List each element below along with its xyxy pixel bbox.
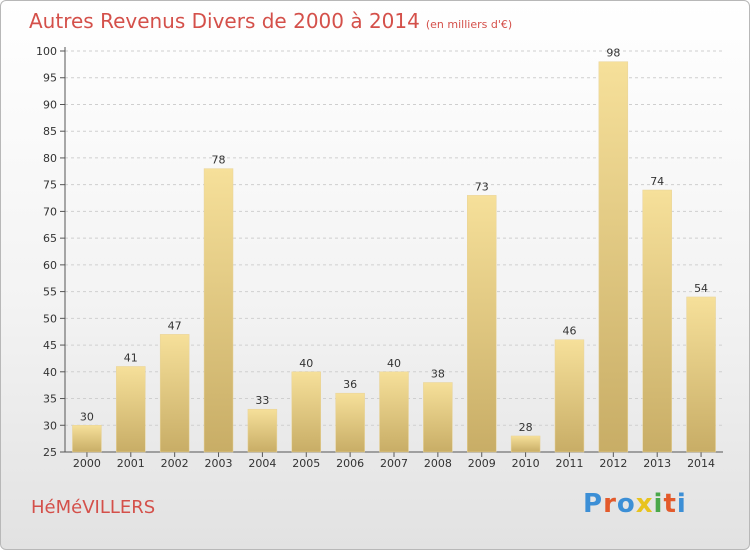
- y-tick-label: 95: [43, 72, 57, 85]
- x-tick-label: 2005: [292, 457, 320, 470]
- bar: [159, 334, 190, 453]
- data-label: 98: [606, 47, 620, 60]
- title-text: Autres Revenus Divers de 2000 à 2014: [29, 9, 420, 33]
- x-tick-label: 2011: [555, 457, 583, 470]
- y-tick-label: 55: [43, 286, 57, 299]
- bar: [335, 392, 365, 453]
- data-label: 78: [212, 154, 226, 167]
- data-label: 47: [168, 319, 182, 332]
- brand-logo: Proxiti: [583, 489, 687, 519]
- bar: [203, 168, 234, 453]
- data-label: 46: [562, 325, 576, 338]
- x-tick-label: 2014: [687, 457, 715, 470]
- chart-subtitle: (en milliers d'€): [425, 18, 513, 31]
- bar: [598, 61, 629, 453]
- town-name: HéMéVILLERS: [31, 497, 156, 518]
- y-tick-label: 50: [43, 312, 57, 325]
- y-tick-label: 25: [43, 446, 57, 459]
- bar: [116, 366, 146, 453]
- y-tick-label: 60: [43, 259, 57, 272]
- x-tick-label: 2012: [599, 457, 627, 470]
- x-tick-label: 2007: [380, 457, 408, 470]
- x-tick-label: 2010: [512, 457, 540, 470]
- x-tick-label: 2001: [117, 457, 145, 470]
- y-tick-label: 65: [43, 232, 57, 245]
- x-tick-label: 2002: [161, 457, 189, 470]
- chart-title: Autres Revenus Divers de 2000 à 2014 (en …: [29, 9, 512, 33]
- y-tick-label: 75: [43, 179, 57, 192]
- data-label: 30: [80, 410, 94, 423]
- y-tick-label: 70: [43, 205, 57, 218]
- x-tick-label: 2006: [336, 457, 364, 470]
- bar: [247, 408, 278, 453]
- y-tick-label: 85: [43, 125, 57, 138]
- tick-labels: 25 30 35 40 45 50 55 60 65 70 75 80 85 90 95 100 30 2000 4…: [36, 45, 715, 470]
- data-label: 73: [475, 180, 489, 193]
- x-tick-label: 2003: [205, 457, 233, 470]
- y-tick-label: 45: [43, 339, 57, 352]
- x-tick-label: 2004: [248, 457, 276, 470]
- bar: [291, 371, 321, 453]
- y-tick-label: 100: [36, 45, 57, 58]
- data-label: 54: [694, 282, 708, 295]
- x-tick-label: 2008: [424, 457, 452, 470]
- bar: [72, 425, 102, 453]
- bars: [72, 61, 716, 453]
- data-label: 33: [255, 394, 269, 407]
- data-label: 74: [650, 175, 664, 188]
- bar: [467, 195, 497, 453]
- y-tick-label: 40: [43, 366, 57, 379]
- x-tick-label: 2009: [468, 457, 496, 470]
- bar: [554, 339, 585, 453]
- data-label: 38: [431, 367, 445, 380]
- bar: [379, 371, 409, 453]
- x-tick-label: 2000: [73, 457, 101, 470]
- data-label: 28: [519, 421, 533, 434]
- bar: [642, 189, 672, 453]
- data-label: 40: [299, 357, 313, 370]
- data-label: 41: [124, 351, 138, 364]
- x-tick-label: 2013: [643, 457, 671, 470]
- bar: [510, 435, 541, 453]
- y-tick-label: 30: [43, 419, 57, 432]
- data-label: 36: [343, 378, 357, 391]
- bar: [423, 382, 453, 453]
- y-tick-label: 35: [43, 393, 57, 406]
- data-label: 40: [387, 357, 401, 370]
- bar: [686, 296, 716, 453]
- y-tick-label: 80: [43, 152, 57, 165]
- y-tick-label: 90: [43, 98, 57, 111]
